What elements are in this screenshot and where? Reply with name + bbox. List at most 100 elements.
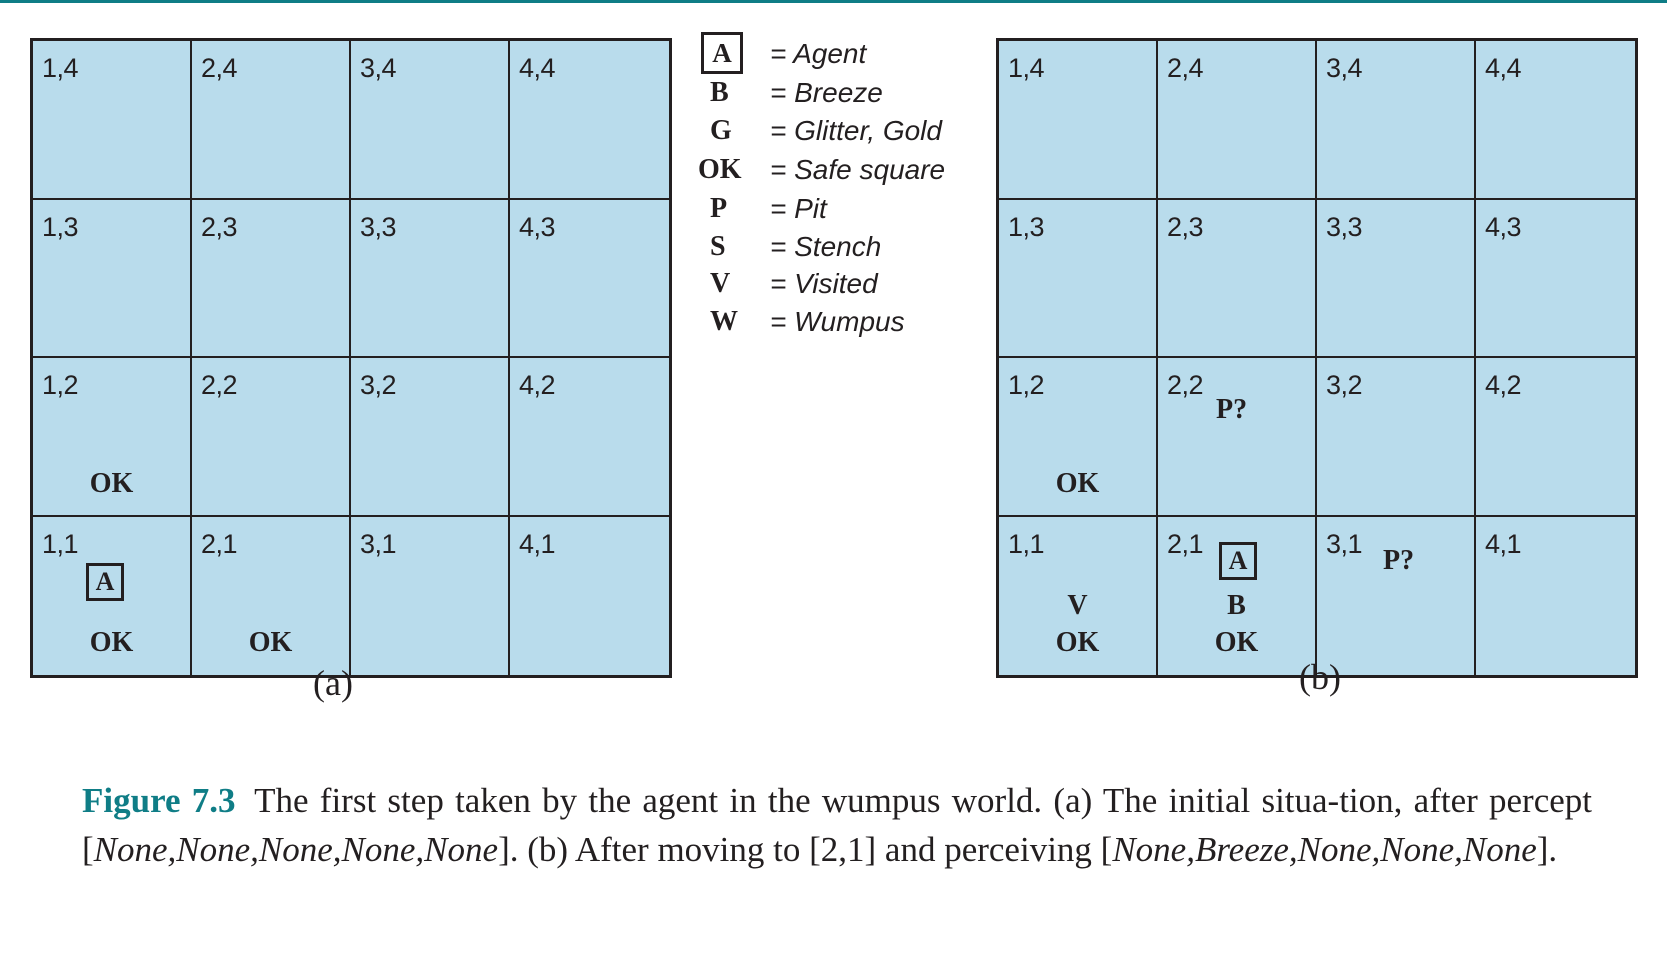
cell-coordinate: 2,3 (201, 211, 238, 242)
cell-coordinate: 4,3 (519, 211, 556, 242)
cell-mark: P? (1383, 544, 1415, 576)
legend-symbol: P (710, 193, 728, 224)
grid-cell-1-1: 1,1 A OK (33, 516, 192, 675)
cell-coordinate: 2,2 (1167, 370, 1204, 400)
cell-mark: P? (1216, 394, 1248, 425)
cell-coordinate: 3,3 (360, 211, 397, 242)
grid-cell-2-1: 2,1 A B OK (1158, 516, 1317, 675)
cell-coordinate: 1,4 (42, 53, 79, 83)
caption-percept-1: None,None,None,None,None (93, 830, 499, 869)
legend-item-pit: P = Pit (698, 189, 988, 229)
grid-cell-3-1: 3,1 (351, 516, 510, 675)
legend-item-agent: A = Agent (698, 32, 988, 74)
grid-cell-3-3: 3,3 (1317, 199, 1476, 358)
cell-coordinate: 3,4 (360, 53, 397, 83)
cell-coordinate: 1,3 (1008, 211, 1045, 242)
legend-desc: = Stench (770, 231, 882, 262)
cell-coordinate: 1,3 (42, 211, 79, 242)
legend-desc: = Glitter, Gold (770, 115, 942, 146)
cell-mark: OK (89, 468, 134, 499)
grid-cell-3-2: 3,2 (351, 358, 510, 517)
cell-coordinate: 2,4 (201, 53, 238, 83)
cell-coordinate: 4,4 (519, 53, 556, 83)
legend-symbol: S (710, 231, 726, 262)
cell-coordinate: 1,1 (1008, 528, 1045, 559)
grid-cell-4-3: 4,3 (510, 200, 669, 358)
cell-coordinate: 1,2 (42, 370, 79, 400)
cell-mark: V (1067, 589, 1088, 621)
cell-coordinate: 2,1 (1167, 528, 1204, 559)
cell-coordinate: 4,3 (1485, 211, 1522, 242)
grid-cell-2-1: 2,1 OK (192, 516, 351, 675)
grid-cell-4-1: 4,1 (510, 517, 669, 676)
caption-percept-2: None,Breeze,None,None,None (1112, 830, 1537, 869)
cell-coordinate: 4,2 (1485, 370, 1522, 400)
grid-a-sublabel: (a) (313, 663, 353, 703)
cell-coordinate: 1,1 (42, 528, 79, 559)
cell-coordinate: 3,2 (1326, 370, 1363, 400)
legend-item-breeze: B = Breeze (698, 73, 988, 113)
cell-coordinate: 2,1 (201, 528, 238, 559)
grid-cell-4-3: 4,3 (1476, 200, 1635, 358)
cell-mark: OK (1055, 626, 1100, 658)
grid-cell-4-2: 4,2 (510, 358, 669, 517)
cell-coordinate: 3,2 (360, 370, 397, 400)
grid-cell-4-1: 4,1 (1476, 517, 1635, 676)
grid-cell-3-3: 3,3 (351, 199, 510, 358)
grid-cell-2-3: 2,3 (1158, 199, 1317, 358)
cell-coordinate: 1,4 (1008, 53, 1045, 83)
legend-symbol: W (710, 306, 738, 337)
legend-item-stench: S = Stench (698, 227, 988, 267)
legend-symbol: OK (698, 154, 742, 185)
grid-cell-1-2: 1,2 OK (999, 358, 1158, 517)
legend-symbol: V (710, 268, 731, 299)
wumpus-grid-a: 1,4 2,4 3,4 4,4 1,3 2,3 3,3 4,3 1,2 OK 2,2 3,2 4,2 1,… (30, 38, 672, 678)
cell-coordinate: 3,1 (1326, 528, 1363, 559)
cell-coordinate: 4,2 (519, 370, 556, 400)
grid-cell-2-3: 2,3 (192, 199, 351, 358)
legend-desc: = Wumpus (770, 306, 905, 337)
grid-cell-1-3: 1,3 (999, 199, 1158, 358)
cell-coordinate: 2,3 (1167, 211, 1204, 242)
figure-caption: Figure 7.3 The first step taken by the a… (82, 776, 1592, 874)
legend-item-visited: V = Visited (698, 264, 988, 304)
grid-cell-3-2: 3,2 (1317, 358, 1476, 517)
legend-desc: = Breeze (770, 77, 883, 108)
figure-label: Figure 7.3 (82, 781, 236, 820)
cell-coordinate: 4,1 (1485, 528, 1522, 559)
agent-marker: A (86, 562, 124, 601)
legend-item-wumpus: W = Wumpus (698, 302, 988, 342)
legend-item-glitter: G = Glitter, Gold (698, 111, 988, 151)
grid-cell-1-1: 1,1 V OK (999, 516, 1158, 675)
grid-cell-3-4: 3,4 (1317, 41, 1476, 200)
cell-coordinate: 3,1 (360, 528, 397, 559)
cell-mark: OK (1214, 626, 1259, 658)
grid-cell-2-4: 2,4 (192, 41, 351, 200)
cell-coordinate: 4,1 (519, 528, 556, 559)
grid-b-sublabel: (b) (1299, 657, 1341, 697)
legend-symbol: B (710, 77, 729, 108)
grid-cell-1-3: 1,3 (33, 199, 192, 358)
grid-cell-2-4: 2,4 (1158, 41, 1317, 200)
cell-coordinate: 1,2 (1008, 370, 1045, 400)
cell-mark: B (1227, 589, 1246, 621)
legend-desc: = Visited (770, 268, 878, 299)
legend-desc: = Pit (770, 193, 827, 224)
top-rule (0, 0, 1667, 3)
legend-item-safe: OK = Safe square (698, 150, 988, 190)
wumpus-grid-b: 1,4 2,4 3,4 4,4 1,3 2,3 3,3 4,3 1,2 OK 2,2 P? 3,2 4,2… (996, 38, 1638, 678)
cell-coordinate: 4,4 (1485, 53, 1522, 83)
cell-coordinate: 3,3 (1326, 211, 1363, 242)
grid-cell-4-4: 4,4 (1476, 41, 1635, 200)
cell-coordinate: 3,4 (1326, 53, 1363, 83)
grid-cell-4-2: 4,2 (1476, 358, 1635, 517)
cell-coordinate: 2,4 (1167, 53, 1204, 83)
cell-coordinate: 2,2 (201, 370, 238, 400)
cell-mark: OK (248, 626, 293, 658)
legend-symbol: G (710, 115, 732, 146)
legend-desc: = Safe square (770, 154, 946, 185)
grid-cell-2-2: 2,2 (192, 358, 351, 517)
agent-marker: A (1219, 541, 1257, 580)
cell-mark: OK (89, 626, 134, 658)
grid-cell-2-2: 2,2 P? (1158, 358, 1317, 517)
